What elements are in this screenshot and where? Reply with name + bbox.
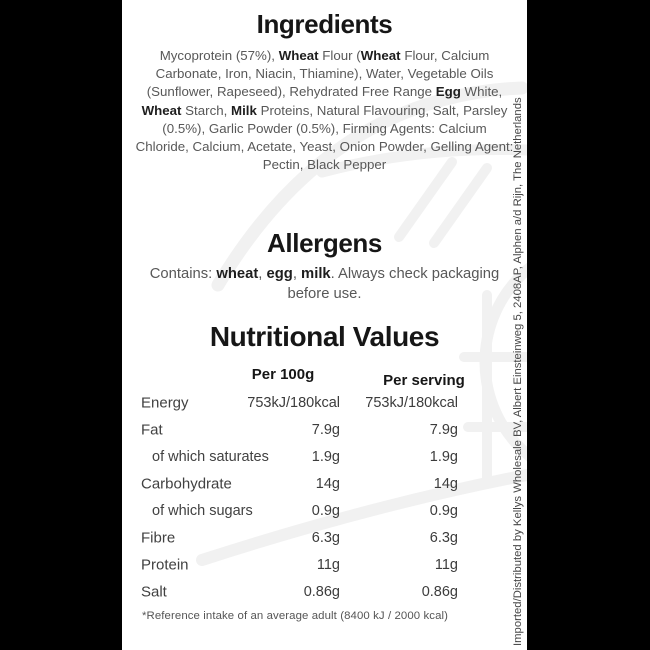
emphasized-text: wheat <box>216 266 259 282</box>
row-label: Carbohydrate <box>141 475 232 492</box>
emphasized-text: Milk <box>231 102 257 118</box>
value-per-serving: 0.86g <box>421 583 458 600</box>
value-per-serving: 14g <box>433 475 458 492</box>
text-run: . Always check packaging before use. <box>287 266 500 302</box>
nutrition-title: Nutritional Values <box>209 321 440 352</box>
value-per-serving: 753kJ/180kcal <box>365 394 458 411</box>
value-per-100g: 6.3g <box>311 529 340 546</box>
table-row: Fat 7.9g 7.9g <box>122 416 527 443</box>
table-row: Carbohydrate 14g 14g <box>122 470 527 497</box>
text-run: Proteins, Natural Flavouring, Salt, Pars… <box>135 102 514 173</box>
row-label: of which sugars <box>152 502 253 519</box>
emphasized-text: milk <box>301 266 331 282</box>
row-label: Fibre <box>141 529 176 546</box>
emphasized-text: egg <box>266 266 293 282</box>
text-run: Mycoprotein (57%), <box>159 48 279 63</box>
value-per-serving: 6.3g <box>429 529 458 546</box>
reference-intake-footnote: *Reference intake of an average adult (8… <box>142 610 449 622</box>
label-panel: Ingredients Mycoprotein (57%), Wheat Flo… <box>122 0 527 650</box>
text-run: , <box>292 266 302 282</box>
nutrition-table: Energy 753kJ/180kcal 753kJ/180kcal Fat 7.9g 7… <box>122 389 527 605</box>
column-header-per-serving: Per serving <box>383 372 465 389</box>
row-label: Salt <box>141 583 167 600</box>
value-per-100g: 7.9g <box>311 421 340 438</box>
ingredients-title: Ingredients <box>256 9 393 39</box>
value-per-100g: 14g <box>315 475 340 492</box>
text-run: , <box>258 266 267 282</box>
value-per-serving: 11g <box>434 556 458 573</box>
ingredients-text: Mycoprotein (57%), Wheat Flour (Wheat Fl… <box>135 47 514 174</box>
value-per-serving: 0.9g <box>429 502 458 519</box>
text-run: Flour ( <box>318 48 361 63</box>
globe-watermark-icon <box>196 81 527 566</box>
table-row: of which saturates 1.9g 1.9g <box>122 443 527 470</box>
table-row: Salt 0.86g 0.86g <box>122 578 527 605</box>
value-per-serving: 7.9g <box>429 421 458 438</box>
column-header-per-100g: Per 100g <box>251 366 315 383</box>
allergens-text: Contains: wheat, egg, milk. Always check… <box>130 264 519 304</box>
emphasized-text: Wheat <box>278 48 319 63</box>
value-per-100g: 1.9g <box>311 448 340 465</box>
value-per-100g: 11g <box>316 556 340 573</box>
table-row: of which sugars 0.9g 0.9g <box>122 497 527 524</box>
emphasized-text: Egg <box>435 84 461 100</box>
text-run: White, <box>460 84 503 100</box>
table-row: Energy 753kJ/180kcal 753kJ/180kcal <box>122 389 527 416</box>
text-run: Starch, <box>181 102 231 118</box>
text-run: Contains: <box>149 266 217 282</box>
value-per-serving: 1.9g <box>429 448 458 465</box>
row-label: Fat <box>141 421 163 438</box>
value-per-100g: 753kJ/180kcal <box>247 394 340 411</box>
distributor-text: Imported/Distributed by Kellys Wholesale… <box>512 97 524 646</box>
value-per-100g: 0.86g <box>303 583 340 600</box>
row-label: of which saturates <box>152 448 269 465</box>
emphasized-text: Wheat <box>360 48 401 63</box>
text-run: Flour, Calcium Carbonate, Iron, Niacin, … <box>146 48 494 100</box>
allergens-title: Allergens <box>267 228 382 258</box>
value-per-100g: 0.9g <box>311 502 340 519</box>
emphasized-text: Wheat <box>141 102 182 118</box>
row-label: Energy <box>141 394 189 411</box>
table-row: Protein 11g 11g <box>122 551 527 578</box>
table-row: Fibre 6.3g 6.3g <box>122 524 527 551</box>
row-label: Protein <box>141 556 189 573</box>
